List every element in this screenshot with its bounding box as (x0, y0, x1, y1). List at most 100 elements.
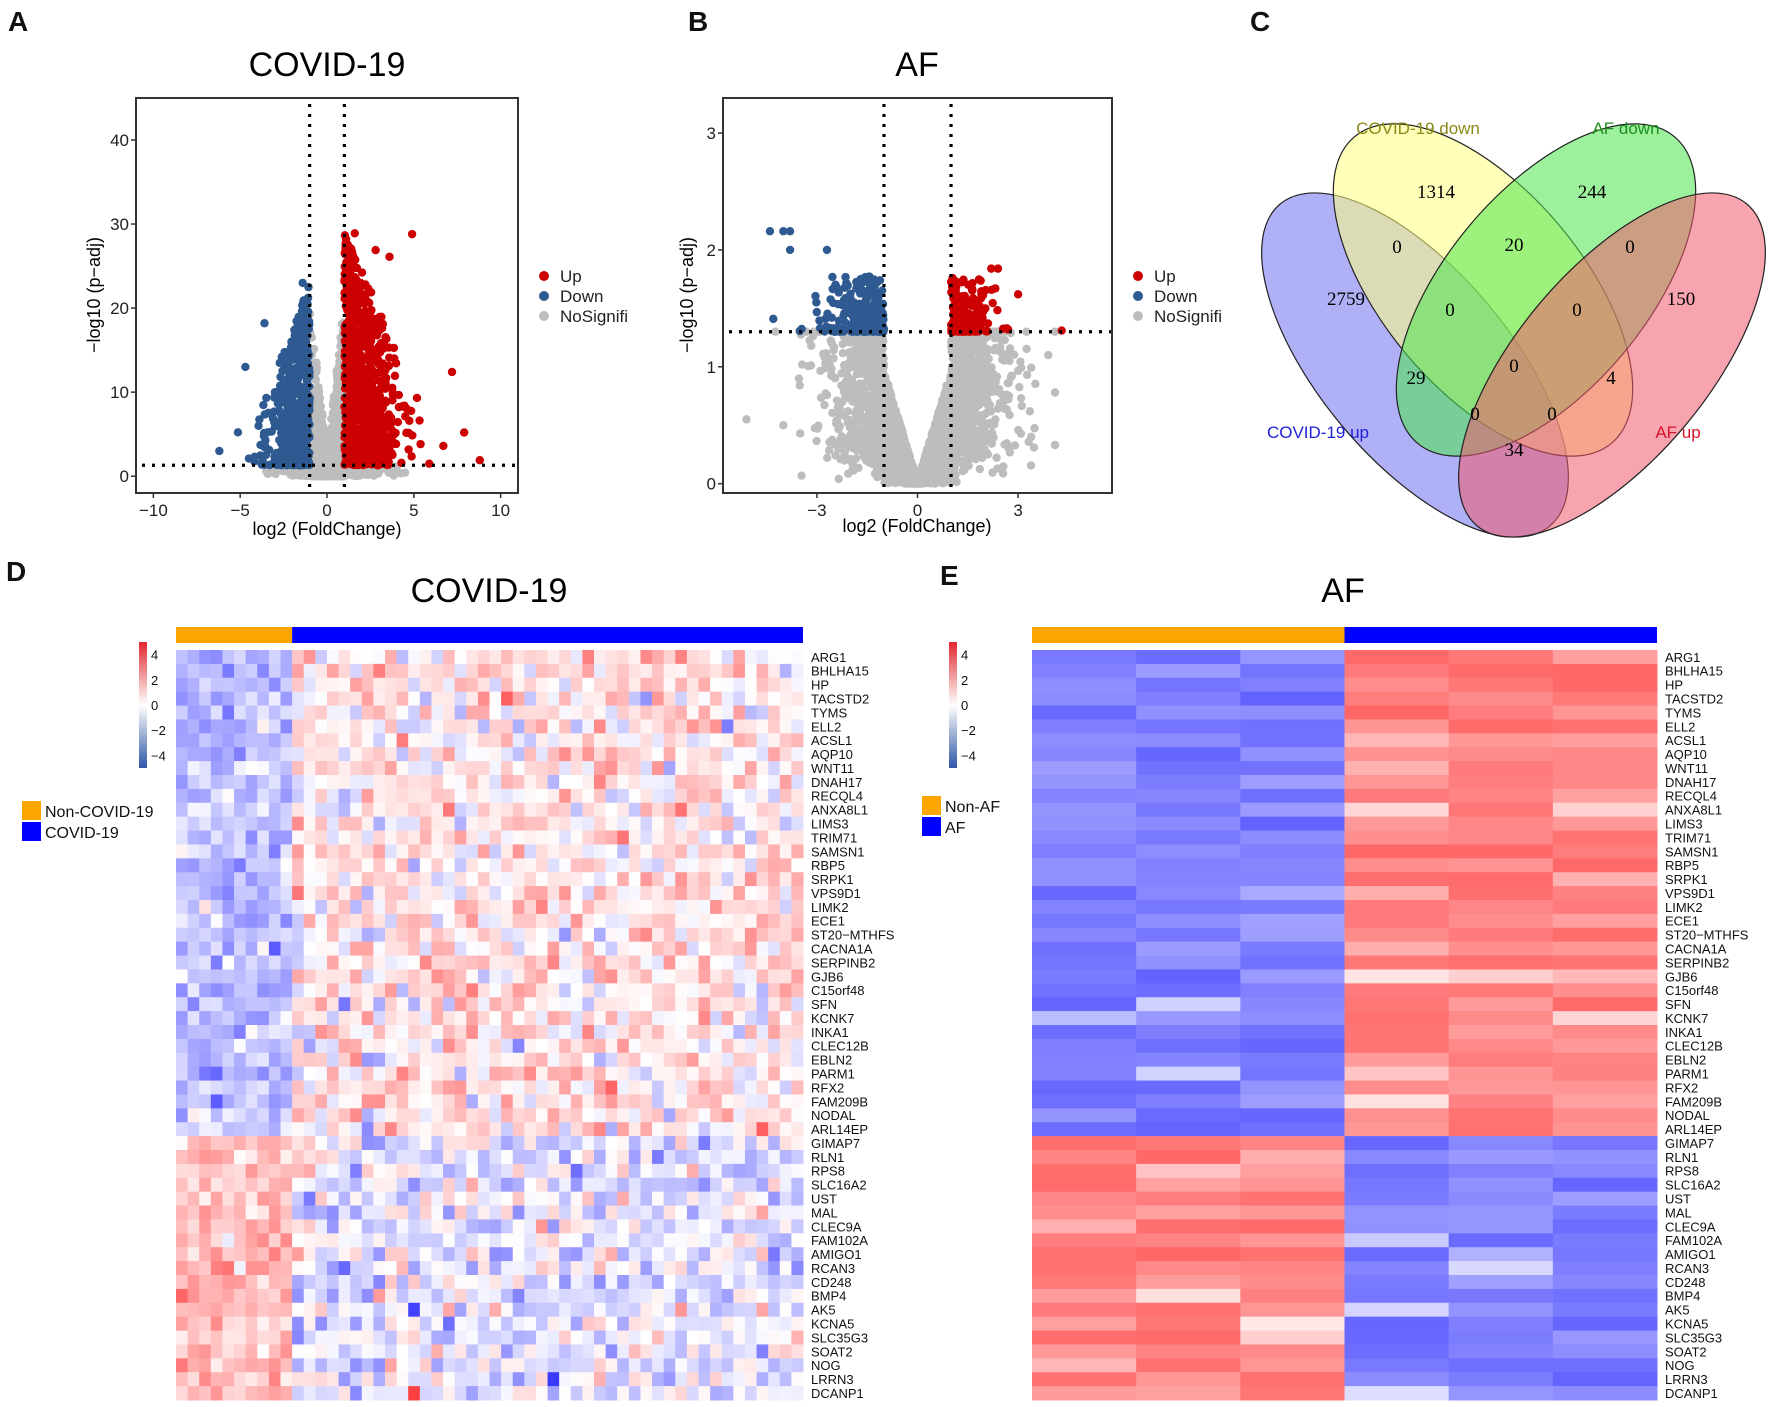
point-down (278, 394, 288, 403)
point-nosignifi (1029, 443, 1039, 452)
point-up (355, 401, 364, 411)
point-down (290, 329, 300, 338)
point-down (287, 337, 296, 346)
point-up (388, 390, 398, 400)
point-up (377, 366, 386, 375)
point-up (374, 461, 383, 470)
point-up (385, 252, 394, 262)
point-nosignifi (794, 374, 804, 383)
point-up (389, 343, 399, 353)
point-up (352, 263, 362, 273)
point-nosignifi (265, 468, 274, 478)
point-up (385, 353, 394, 362)
point-nosignifi (1015, 382, 1024, 392)
threshold-lines (142, 104, 518, 493)
chart-title: AF (895, 46, 938, 84)
point-down (289, 364, 298, 373)
point-down (297, 330, 307, 340)
points-layer (215, 229, 484, 481)
point-down (276, 372, 285, 382)
point-nosignifi (1013, 366, 1023, 375)
point-down (290, 399, 300, 408)
point-down (254, 421, 263, 431)
point-up (364, 298, 374, 308)
point-up (357, 394, 366, 403)
point-up (345, 245, 355, 254)
point-up (359, 290, 368, 299)
panel-letter-b: B (688, 6, 709, 37)
point-down (260, 319, 269, 328)
point-up (371, 245, 380, 255)
point-down (301, 311, 311, 320)
point-down (298, 278, 307, 288)
point-up (344, 406, 354, 415)
panel-letter-d: D (6, 556, 27, 587)
y-axis-label: −log10 (p−adj) (84, 237, 104, 353)
point-down (292, 442, 301, 451)
point-nosignifi (312, 424, 321, 433)
x-tick-label: −5 (230, 501, 249, 520)
point-down (255, 415, 264, 424)
point-up (356, 361, 365, 370)
x-tick-label: −10 (139, 501, 168, 520)
point-nosignifi (362, 469, 371, 478)
point-down (302, 421, 312, 430)
point-down (300, 383, 309, 392)
point-up (355, 343, 365, 353)
point-up (381, 455, 391, 464)
point-up (347, 357, 357, 366)
point-nosignifi (350, 470, 360, 480)
point-up (475, 456, 484, 465)
point-nosignifi (327, 423, 337, 432)
point-down (305, 433, 314, 442)
point-down (286, 344, 295, 353)
point-up (348, 346, 357, 356)
point-up (439, 441, 448, 451)
point-down (215, 446, 224, 456)
point-down (275, 358, 284, 368)
point-up (367, 305, 376, 315)
point-up (393, 417, 403, 427)
x-tick-label: 5 (409, 501, 418, 520)
point-down (233, 428, 243, 437)
point-nosignifi (1016, 393, 1026, 403)
point-up (354, 413, 364, 422)
point-nosignifi (314, 389, 323, 398)
point-nosignifi (829, 354, 838, 363)
point-up (346, 379, 356, 389)
panel-letter-a: A (8, 6, 29, 37)
point-down (241, 362, 250, 372)
point-up (343, 426, 352, 435)
point-nosignifi (1022, 344, 1031, 354)
x-tick-label: 10 (491, 501, 510, 520)
point-up (379, 438, 389, 448)
point-up (352, 425, 361, 435)
point-up (408, 431, 417, 440)
point-down (278, 416, 287, 426)
point-up (459, 428, 469, 437)
point-down (299, 297, 309, 307)
point-up (415, 416, 424, 425)
point-nosignifi (834, 474, 843, 484)
point-up (363, 430, 373, 439)
point-up (351, 255, 360, 264)
point-nosignifi (820, 400, 829, 410)
point-nosignifi (314, 382, 323, 392)
point-nosignifi (286, 470, 295, 479)
point-down (298, 339, 308, 349)
point-down (285, 439, 295, 449)
point-up (349, 458, 358, 468)
legend-marker-down (539, 291, 549, 301)
point-up (352, 275, 361, 285)
point-nosignifi (329, 398, 338, 407)
point-up (376, 448, 386, 457)
point-nosignifi (838, 339, 847, 349)
point-up (366, 288, 376, 297)
point-up (366, 333, 375, 342)
point-up (375, 391, 385, 401)
point-down (270, 456, 279, 465)
point-nosignifi (396, 469, 405, 478)
point-up (355, 438, 364, 448)
